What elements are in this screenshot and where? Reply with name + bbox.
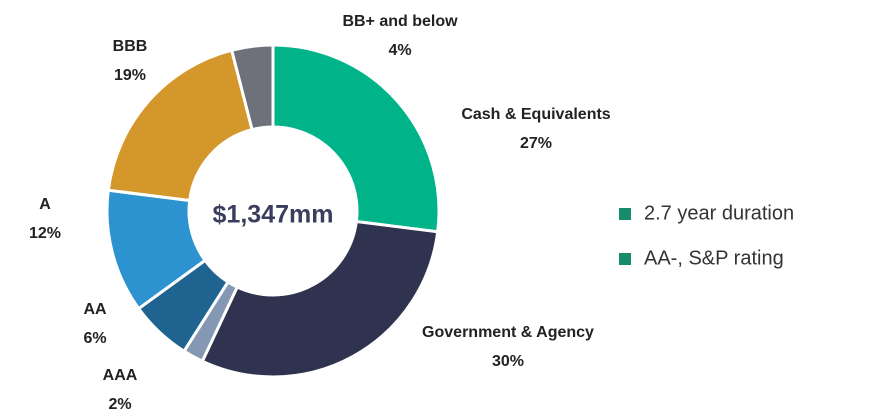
segment-label: Cash & Equivalents: [461, 106, 610, 123]
segment-value: 4%: [388, 42, 411, 59]
segment-value: 30%: [492, 353, 524, 370]
segment-value: 19%: [114, 67, 146, 84]
segment-value: 27%: [520, 135, 552, 152]
note-text: AA-, S&P rating: [644, 247, 784, 269]
segment-label: Government & Agency: [422, 324, 594, 341]
segment-value: 12%: [29, 225, 61, 242]
segment-label: AAA: [103, 367, 138, 384]
segment-label: AA: [83, 301, 107, 318]
segment-value: 2%: [108, 396, 131, 413]
segment-value: 6%: [83, 330, 106, 347]
donut-segment: [229, 43, 275, 132]
center-label: $1,347mm: [213, 201, 334, 229]
donut-segment: [106, 48, 254, 203]
note-bullet: [619, 253, 631, 265]
segment-label: BB+ and below: [342, 13, 458, 30]
donut-segment: [271, 43, 441, 234]
segment-label: BBB: [113, 38, 148, 55]
note-bullet: [619, 208, 631, 220]
segment-label: A: [39, 196, 51, 213]
donut-segment: [200, 219, 440, 379]
note-text: 2.7 year duration: [644, 202, 794, 224]
